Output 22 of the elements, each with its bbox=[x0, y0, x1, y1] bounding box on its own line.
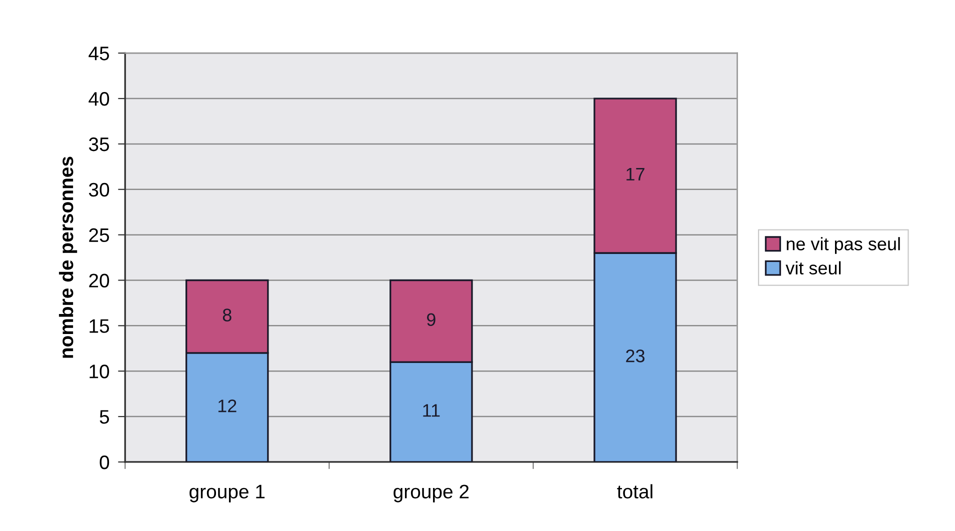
legend-label: ne vit pas seul bbox=[786, 237, 900, 254]
data-label: 11 bbox=[423, 404, 440, 417]
y-tick-label: 10 bbox=[90, 364, 110, 378]
y-tick-label: 15 bbox=[90, 319, 110, 333]
y-tick-label: 40 bbox=[88, 92, 110, 106]
y-tick-label: 30 bbox=[88, 182, 110, 197]
data-label: 23 bbox=[626, 350, 644, 362]
x-tick-label: groupe 2 bbox=[394, 484, 469, 502]
data-label: 12 bbox=[218, 400, 236, 412]
y-tick-label: 25 bbox=[89, 228, 110, 242]
y-tick-label: 5 bbox=[100, 410, 110, 424]
x-tick-label: total bbox=[617, 484, 652, 498]
data-label: 17 bbox=[626, 168, 644, 180]
y-tick-label: 0 bbox=[100, 455, 110, 470]
legend-label: vit seul bbox=[786, 261, 841, 275]
data-label: 8 bbox=[222, 308, 232, 322]
x-tick-label: groupe 1 bbox=[190, 484, 265, 502]
y-tick-label: 35 bbox=[88, 137, 110, 152]
y-tick-label: 20 bbox=[89, 274, 110, 288]
data-label: 9 bbox=[427, 313, 436, 326]
y-tick-label: 45 bbox=[88, 46, 110, 60]
y-axis-title: nombre de personnes bbox=[58, 156, 78, 358]
